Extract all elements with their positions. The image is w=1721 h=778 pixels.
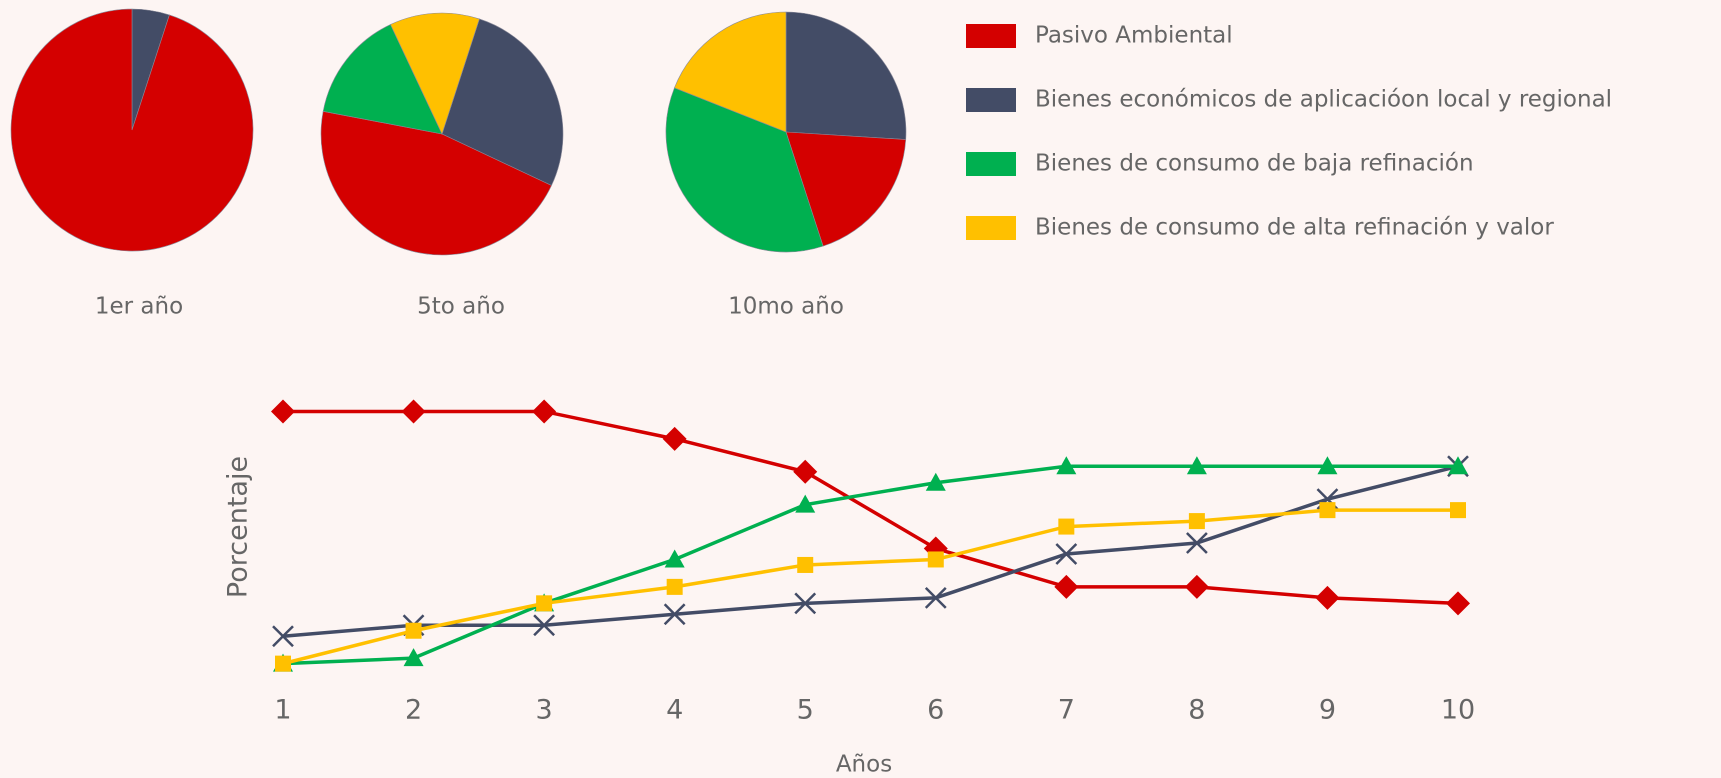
- pie-slice: [441, 18, 564, 186]
- x-tick-label: 7: [1058, 695, 1075, 726]
- pie-caption: 10mo año: [728, 294, 844, 320]
- pie-slice: [320, 110, 552, 256]
- marker: [793, 459, 818, 484]
- marker: [1315, 585, 1340, 610]
- series-line: [282, 464, 1458, 666]
- marker: [663, 603, 686, 626]
- marker: [662, 426, 687, 451]
- x-tick-label: 5: [797, 695, 814, 726]
- marker: [272, 625, 294, 648]
- marker: [271, 399, 295, 424]
- marker: [405, 622, 422, 639]
- series-line: [282, 464, 1459, 638]
- marker: [924, 586, 947, 609]
- pie-slice: [322, 24, 443, 135]
- legend-swatch: [966, 24, 1016, 48]
- marker: [1448, 456, 1468, 475]
- marker: [1054, 574, 1079, 599]
- x-tick-label: 8: [1188, 695, 1205, 726]
- marker: [795, 494, 816, 513]
- pie-slice: [390, 12, 480, 135]
- legend-swatch: [966, 216, 1016, 240]
- marker: [532, 399, 557, 424]
- pie-slice: [785, 131, 907, 247]
- pie-slice: [665, 87, 824, 253]
- series-line: [282, 508, 1458, 666]
- x-tick-label: 6: [927, 695, 944, 726]
- marker: [1188, 513, 1205, 530]
- marker: [797, 556, 814, 573]
- marker: [794, 592, 817, 615]
- x-tick-label: 2: [405, 695, 422, 726]
- marker: [403, 648, 424, 667]
- x-axis-label: Años: [836, 752, 892, 778]
- legend-swatch: [966, 88, 1016, 112]
- marker: [1184, 574, 1209, 599]
- marker: [927, 551, 944, 568]
- marker: [1446, 591, 1470, 616]
- pie-slice: [785, 11, 907, 140]
- marker: [1317, 456, 1338, 475]
- marker: [1450, 502, 1466, 519]
- marker: [664, 549, 685, 568]
- legend-label: Bienes de consumo de alta refinación y v…: [1035, 215, 1554, 241]
- marker: [925, 472, 946, 491]
- legend-swatch: [966, 152, 1016, 176]
- marker: [533, 614, 555, 637]
- pie-caption: 1er año: [95, 294, 183, 320]
- x-tick-label: 1: [274, 695, 291, 726]
- legend-label: Pasivo Ambiental: [1035, 23, 1233, 49]
- marker: [401, 399, 426, 424]
- legend-label: Bienes de consumo de baja refinación: [1035, 151, 1474, 177]
- pie-caption: 5to año: [417, 294, 505, 320]
- marker: [1319, 502, 1336, 519]
- marker: [536, 595, 553, 612]
- marker: [1186, 532, 1208, 554]
- pie-slice: [674, 11, 787, 133]
- marker: [1056, 456, 1077, 475]
- marker: [1058, 518, 1075, 535]
- x-tick-label: 9: [1319, 695, 1336, 726]
- marker: [275, 655, 291, 672]
- y-axis-label: Porcentaje: [223, 456, 254, 598]
- marker: [666, 578, 683, 595]
- legend-label: Bienes económicos de aplicacióon local y…: [1035, 87, 1612, 113]
- x-tick-label: 10: [1441, 695, 1475, 726]
- x-tick-label: 4: [666, 695, 683, 726]
- x-tick-label: 3: [536, 695, 553, 726]
- marker: [1186, 456, 1207, 475]
- pie-slice: [10, 8, 254, 252]
- marker: [1055, 543, 1078, 565]
- series-line: [283, 409, 1459, 606]
